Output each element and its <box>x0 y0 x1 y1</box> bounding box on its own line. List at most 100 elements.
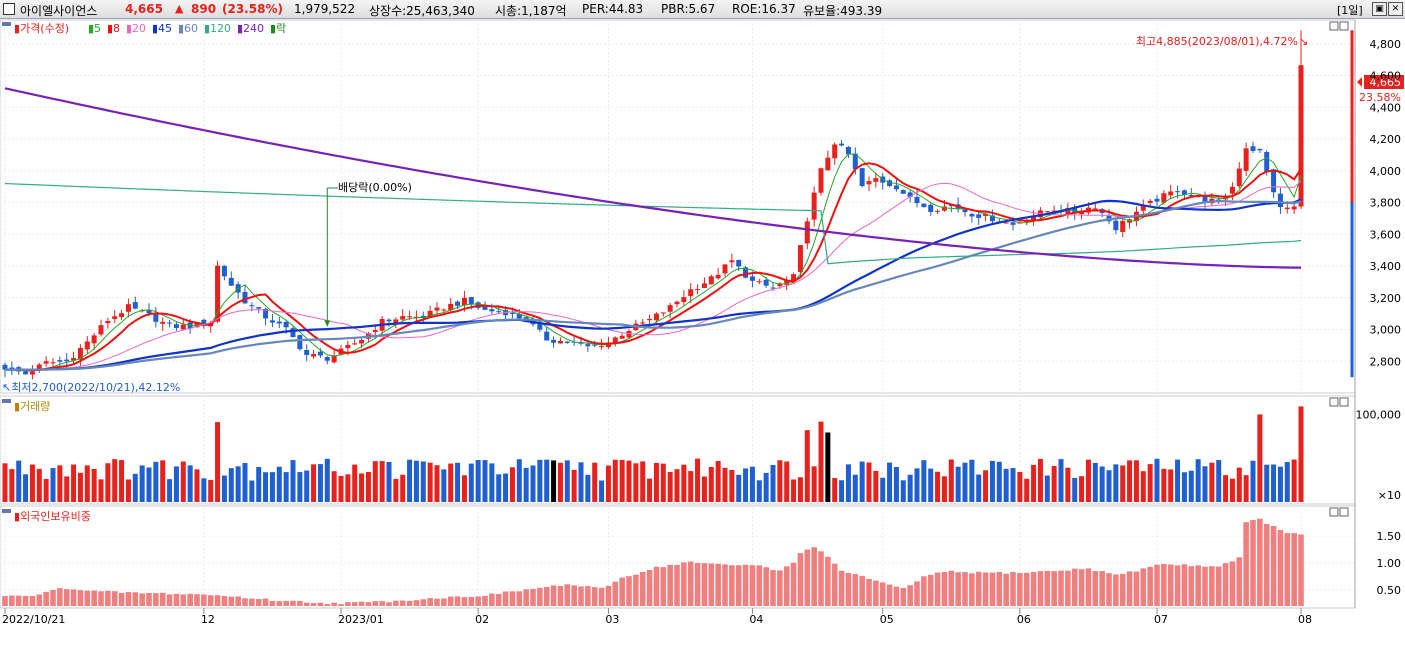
foreign-bar <box>393 600 399 606</box>
foreign-bar <box>420 599 427 606</box>
foreign-bar <box>1181 564 1188 606</box>
foreign-bar <box>379 601 385 606</box>
volume-bar <box>1236 467 1242 502</box>
candle-body <box>77 347 83 360</box>
foreign-bar <box>818 551 824 606</box>
x-tick-label: 04 <box>749 613 763 626</box>
volume-bar <box>612 459 618 502</box>
legend-ma-8: ▮8 <box>107 22 120 35</box>
candle-body <box>441 309 447 311</box>
panel-close-icon[interactable] <box>1339 507 1349 517</box>
change-up-icon: ▲ <box>175 2 184 15</box>
volume-bar <box>23 474 29 502</box>
candle-body <box>23 371 29 375</box>
volume-bar <box>633 463 639 502</box>
foreign-bar <box>653 566 660 606</box>
candle-body <box>393 319 399 323</box>
candle-body <box>1291 206 1297 210</box>
foreign-bar <box>1161 564 1167 606</box>
volume-legend: ▮거래량 <box>2 399 50 413</box>
stock-info-bar: 아이엘사이언스 4,665 ▲ 890 (23.58%) 1,979,522 상… <box>0 0 1405 19</box>
stock-name[interactable]: 아이엘사이언스 <box>20 4 98 18</box>
volume-bar <box>701 476 707 502</box>
period-button[interactable]: [1일] <box>1337 4 1363 17</box>
legend-ex: ▮락 <box>270 22 286 35</box>
legend-price: ▮가격(수정) <box>14 22 69 35</box>
volume-bar <box>482 460 488 502</box>
foreign-bar <box>36 594 43 606</box>
panel-handle-icon[interactable] <box>2 509 11 513</box>
volume-bar <box>653 462 659 502</box>
volume-bar <box>365 472 371 502</box>
restore-icon[interactable]: ▣ <box>1372 2 1387 16</box>
foreign-bar <box>989 572 996 606</box>
foreign-bar <box>934 572 941 606</box>
volume-bar <box>29 464 35 502</box>
foreign-bar <box>969 573 975 606</box>
candle-body <box>619 335 625 339</box>
candle-body <box>1257 148 1263 151</box>
candle-body <box>756 281 762 283</box>
candle-body <box>84 341 90 350</box>
foreign-bar <box>84 590 91 606</box>
foreign-bar <box>749 565 756 606</box>
volume-bar <box>194 469 200 502</box>
volume-bar <box>503 473 509 502</box>
panel-buttons[interactable] <box>1329 21 1349 517</box>
volume-bar <box>173 466 179 502</box>
candle-body <box>551 339 557 343</box>
volume-bar <box>1243 475 1249 502</box>
volume-bar <box>1291 459 1297 502</box>
candle-body <box>688 289 694 297</box>
foreign-bar <box>317 602 324 606</box>
volume-bar <box>221 475 227 502</box>
foreign-bar <box>345 602 351 606</box>
candle-body <box>722 264 728 274</box>
foreign-bar <box>1140 568 1147 606</box>
candle-body <box>1031 215 1037 221</box>
volume-bar <box>263 472 269 502</box>
candle-body <box>557 340 563 344</box>
volume-bar <box>626 460 632 502</box>
foreign-bar <box>105 590 111 606</box>
foreign-bar <box>1209 566 1215 606</box>
candle-body <box>784 280 790 285</box>
panel-close-icon[interactable] <box>1339 21 1349 31</box>
close-icon[interactable]: ✕ <box>1388 2 1403 16</box>
volume-bar <box>893 467 899 502</box>
panel-close-icon[interactable] <box>1339 397 1349 407</box>
panel-handle-icon[interactable] <box>2 22 11 26</box>
foreign-bar <box>228 596 235 606</box>
stock-chart[interactable]: ▮가격(수정) ▮5 ▮8 ▮20 ▮45 ▮60 ▮120 ▮240 ▮락 ▮거래량 ▮외국… <box>0 18 1405 648</box>
candle-body <box>482 306 488 310</box>
foreign-bar <box>605 585 612 606</box>
foreign-bar <box>530 589 536 606</box>
volume-bar <box>797 477 803 502</box>
candle-body <box>832 144 838 159</box>
volume-bar <box>139 465 145 502</box>
panel-min-icon[interactable] <box>1329 21 1339 31</box>
foreign-bar <box>598 587 605 606</box>
candle-body <box>969 214 975 217</box>
volume-bar <box>160 460 166 502</box>
foreign-bar <box>859 576 865 606</box>
candle-body <box>448 303 454 311</box>
panel-handle-icon[interactable] <box>2 399 11 403</box>
candle-body <box>1003 222 1009 224</box>
volume-bar <box>215 422 221 502</box>
candle-body <box>242 291 248 304</box>
x-tick-label: 06 <box>1017 613 1031 626</box>
x-tick-label: 12 <box>201 613 215 626</box>
volume-bar <box>983 470 989 502</box>
volume-bar <box>845 464 851 502</box>
candle-body <box>701 283 707 288</box>
candle-body <box>976 214 982 218</box>
market-cap: 시총:1,187억 <box>495 4 567 18</box>
select-checkbox[interactable] <box>3 3 15 15</box>
panel-min-icon[interactable] <box>1329 397 1339 407</box>
candle-body <box>290 328 296 338</box>
panel-min-icon[interactable] <box>1329 507 1339 517</box>
volume-bar <box>1277 466 1283 502</box>
volume-bar <box>537 459 543 502</box>
y-tick-label: 0.50 <box>1377 584 1402 597</box>
